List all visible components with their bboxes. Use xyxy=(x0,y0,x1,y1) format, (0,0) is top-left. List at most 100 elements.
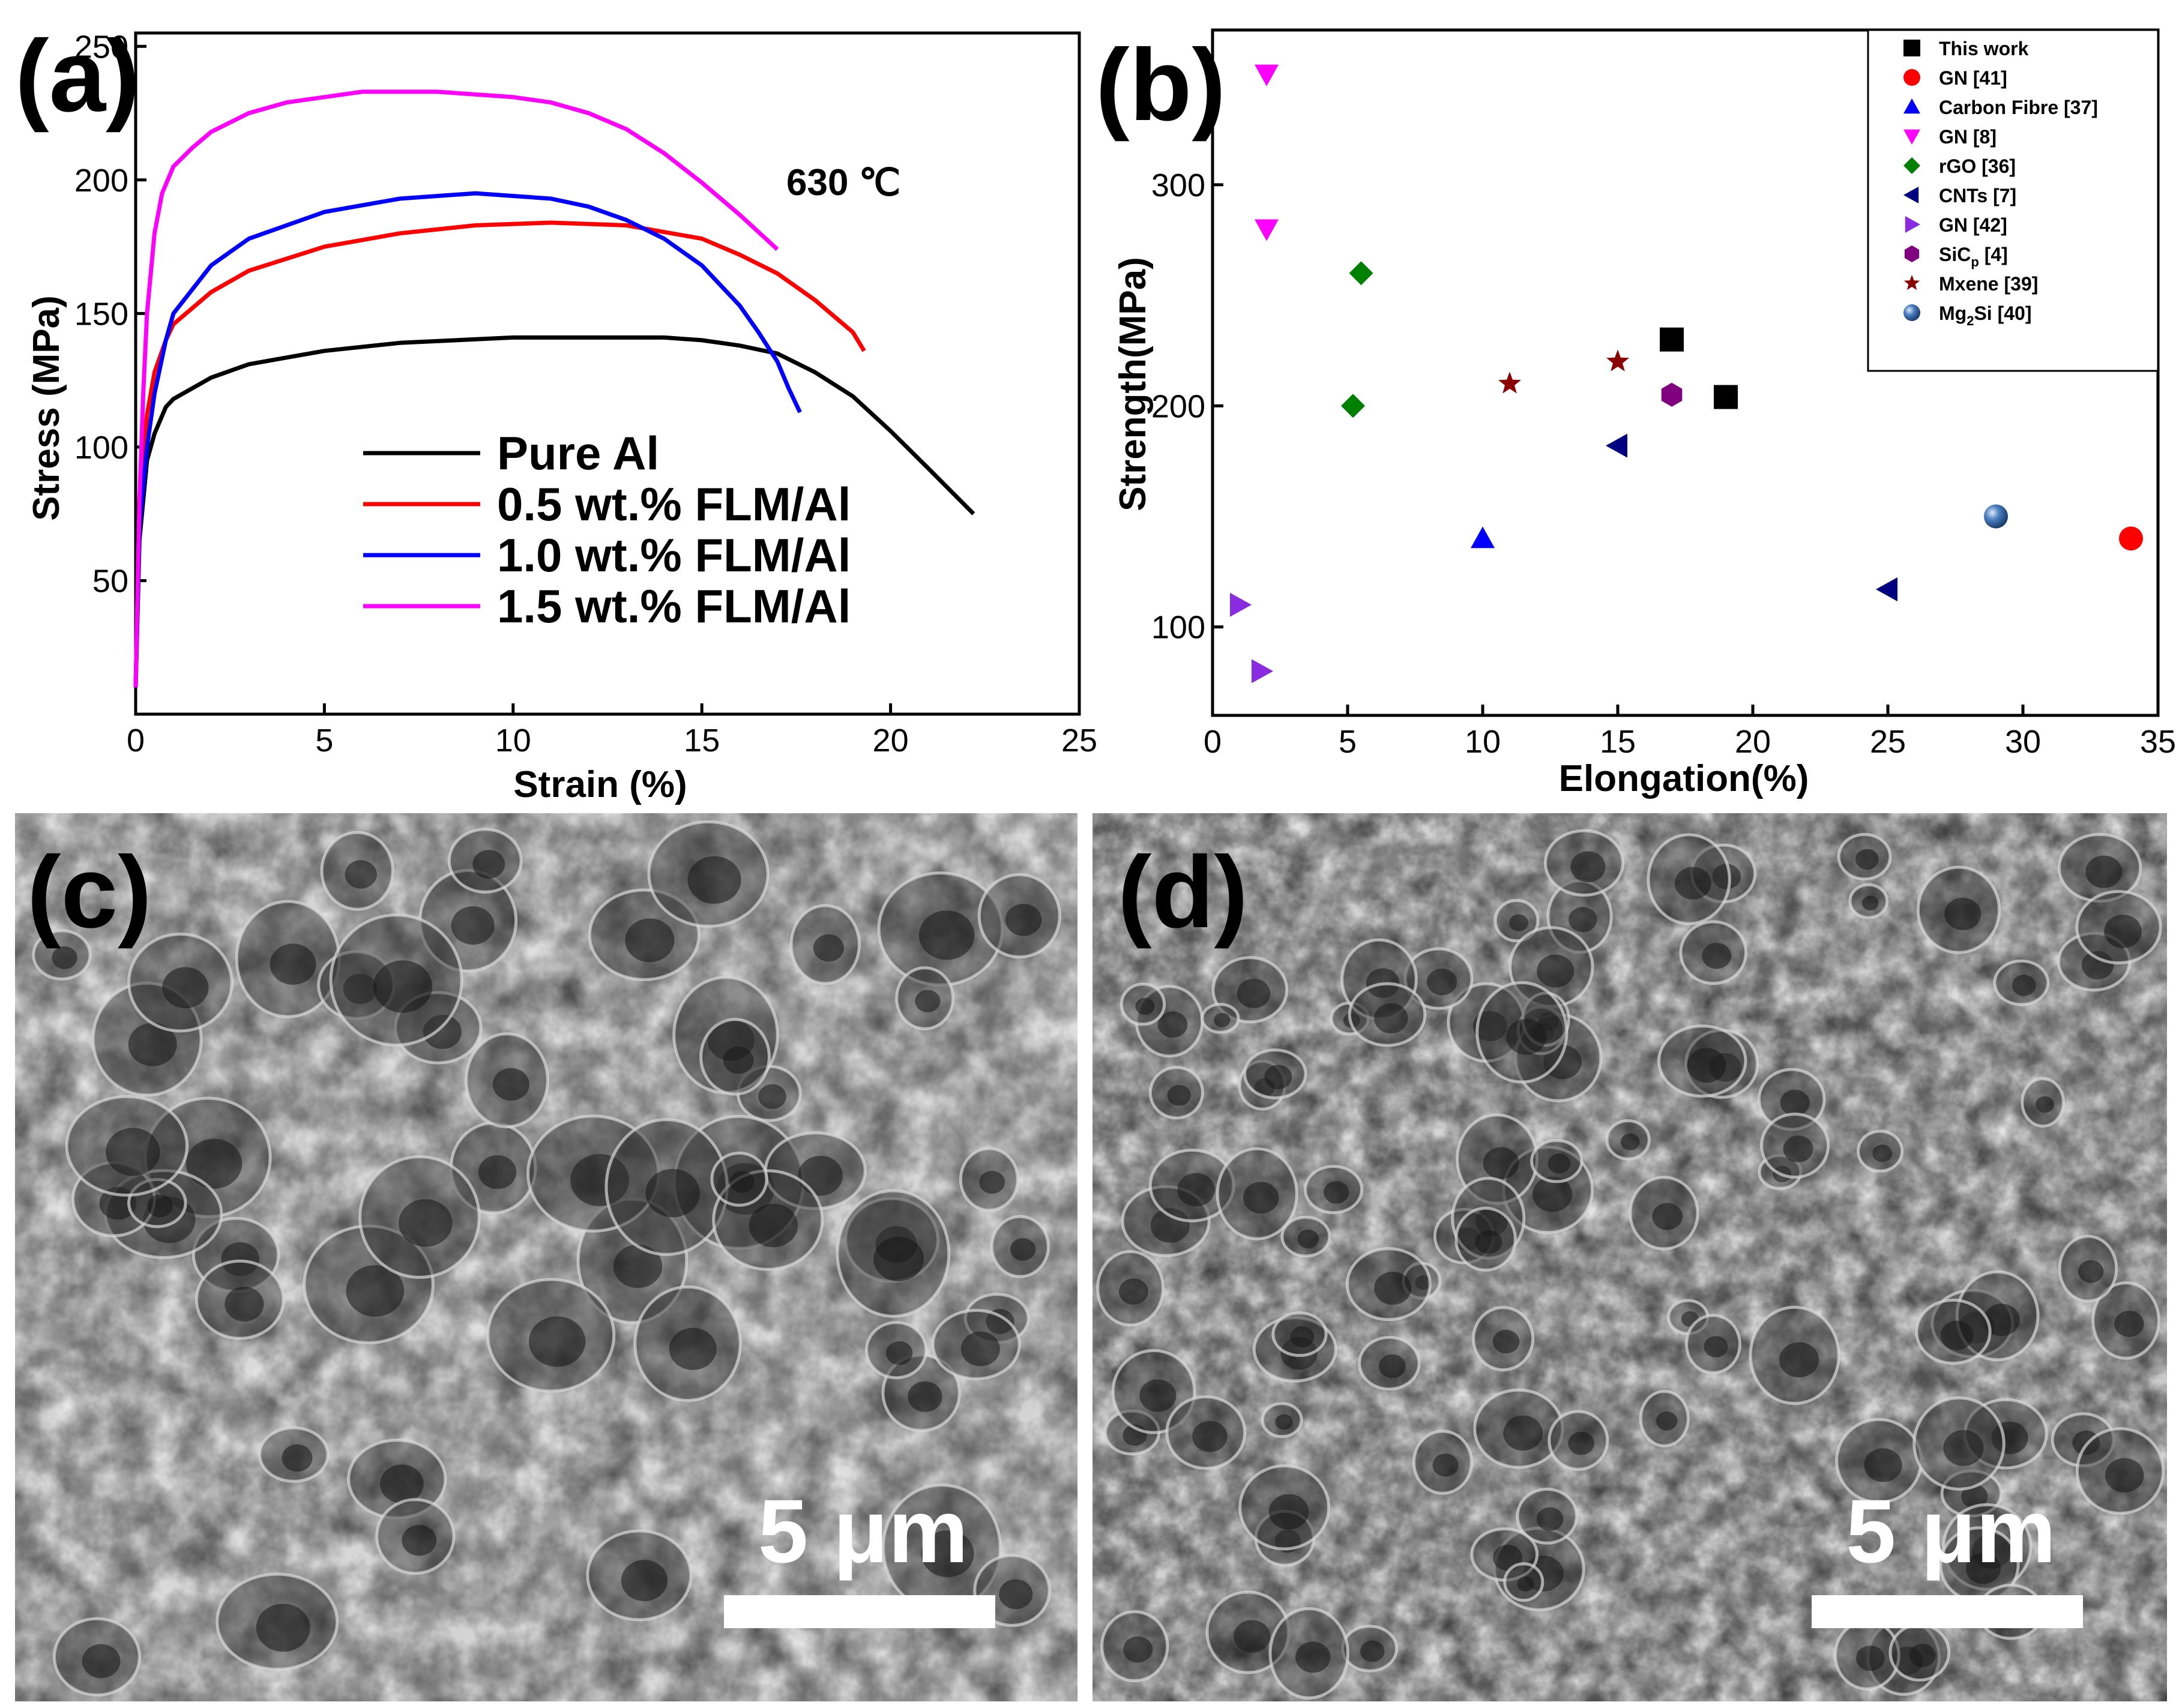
sem-dimple-core xyxy=(2085,855,2123,888)
sem-dimple-core xyxy=(798,1155,843,1196)
sem-dimple-core xyxy=(2081,951,2114,979)
legend-marker-b xyxy=(1904,245,1920,262)
sem-dimple-core xyxy=(162,967,209,1009)
x-tick-label-b: 20 xyxy=(1735,724,1771,760)
sem-dimple-core xyxy=(986,1309,1014,1334)
sem-dimple-core xyxy=(1506,1018,1547,1055)
legend-label-a: Pure Al xyxy=(497,427,659,480)
sem-dimple-core xyxy=(1780,1089,1810,1116)
scatter-points-b xyxy=(1230,64,2143,684)
plot-lines-a xyxy=(133,89,975,688)
sem-dimple-core xyxy=(1961,1484,1988,1509)
data-point-sphere xyxy=(1984,504,2008,529)
sem-dimple-core xyxy=(270,943,316,985)
legend-marker-b xyxy=(1905,216,1920,233)
data-point-diamond xyxy=(1349,261,1373,286)
sem-dimple-core xyxy=(1378,1354,1406,1379)
legend-label-b: rGO [36] xyxy=(1939,155,2016,177)
data-point-triangle-right xyxy=(1230,592,1252,617)
x-tick-label-b: 15 xyxy=(1600,724,1636,760)
sem-dimple-core xyxy=(1704,1336,1728,1358)
sem-dimple-core xyxy=(492,1068,529,1101)
sem-dimple-core xyxy=(1275,1414,1293,1430)
data-point-circle xyxy=(2119,526,2143,551)
x-tick-label-a: 0 xyxy=(127,723,145,759)
sem-dimple-core xyxy=(1543,1045,1582,1079)
legend-label-a: 1.5 wt.% FLM/Al xyxy=(497,580,851,633)
x-tick-label-b: 0 xyxy=(1204,724,1222,760)
sem-dimple-core xyxy=(1537,954,1575,988)
sem-dimple-core xyxy=(885,1341,913,1365)
sem-dimple-core xyxy=(1415,1275,1432,1290)
data-point-square xyxy=(1714,385,1738,409)
x-tick-label-b: 35 xyxy=(2140,724,2176,760)
sem-dimple-core xyxy=(918,910,975,960)
plot-frame-a xyxy=(134,31,1081,716)
legend-marker-b xyxy=(1903,275,1920,290)
sem-dimple-core xyxy=(1472,1011,1507,1042)
sem-dimple-core xyxy=(613,1244,663,1289)
sem-dimple-core xyxy=(1517,1576,1534,1592)
sem-dimple-core xyxy=(2105,1458,2144,1493)
sem-dimple-core xyxy=(1569,907,1597,933)
panel-d-label: (d) xyxy=(1118,835,1248,949)
series-line-0-5-wt-flm-al xyxy=(133,220,866,688)
legend-marker-b xyxy=(1903,157,1920,174)
sem-dimple-core xyxy=(1237,978,1270,1008)
sem-dimple-core xyxy=(225,1287,264,1322)
sem-dimple-core xyxy=(82,1644,121,1679)
sem-dimple-core xyxy=(1532,1176,1573,1212)
x-tick-label-a: 5 xyxy=(315,723,333,759)
sem-dimple-core xyxy=(1570,851,1606,883)
sem-dimple-core xyxy=(221,1242,259,1276)
axis-ticks-a: 0 5 10 15 20 25 50 100 150 200 250 xyxy=(74,29,1097,759)
temperature-annotation: 630 ℃ xyxy=(786,162,900,203)
sem-dimple-core xyxy=(1943,1430,1984,1466)
sem-dimple-core xyxy=(128,1023,177,1066)
x-tick-label-b: 10 xyxy=(1465,724,1501,760)
sem-dimple-core xyxy=(380,1464,424,1503)
sem-dimple-core xyxy=(813,934,844,962)
sem-dimple-core xyxy=(1712,864,1741,889)
legend-marker-b xyxy=(1903,187,1919,203)
sem-dimple-core xyxy=(402,1524,437,1556)
sem-dimple-core xyxy=(999,1579,1033,1610)
legend-a: Pure Al0.5 wt.% FLM/Al1.0 wt.% FLM/Al1.5… xyxy=(363,427,851,633)
sem-dimple-core xyxy=(1139,1379,1177,1412)
sem-dimple-core xyxy=(1548,1153,1571,1174)
data-point-triangle-up xyxy=(1471,526,1495,549)
sem-dimple-core xyxy=(1010,1238,1036,1261)
sem-dimple-core xyxy=(1123,1636,1153,1663)
sem-dimple-core xyxy=(1940,1320,1974,1350)
sem-dimple-core xyxy=(1537,1012,1559,1031)
sem-dimple-core xyxy=(645,1168,701,1218)
data-point-square xyxy=(1660,327,1684,352)
sem-dimple-core xyxy=(1620,1133,1640,1150)
sem-dimple-core xyxy=(1783,1135,1813,1162)
panel-a-stress-strain-chart: (a) 0 5 10 15 20 25 50 100 150 200 250 630 ℃ Strai… xyxy=(15,19,1097,805)
legend-marker-b xyxy=(1903,40,1920,56)
sem-dimple-core xyxy=(669,1328,717,1370)
sem-dimple-core xyxy=(1374,1003,1408,1033)
sem-dimple-core xyxy=(1779,1342,1819,1378)
sem-dimple-core xyxy=(1492,1329,1520,1354)
panel-c-sem-fractograph: (c) 5 μm xyxy=(15,813,1077,1701)
sem-dimple-core xyxy=(373,960,433,1013)
scale-bar-text-d: 5 μm xyxy=(1846,1481,2056,1581)
x-tick-label-b: 30 xyxy=(2005,724,2041,760)
plot-frame-b xyxy=(1211,28,2160,717)
sem-dimple-core xyxy=(1297,1229,1319,1249)
scale-bar-text-c: 5 μm xyxy=(758,1481,968,1581)
sem-dimple-core xyxy=(1243,1182,1279,1214)
legend-label-b: Carbon Fibre [37] xyxy=(1939,97,2098,118)
data-point-hexagon xyxy=(1661,382,1683,407)
x-axis-title-b: Elongation(%) xyxy=(1559,758,1809,799)
sem-dimple-core xyxy=(1475,1207,1508,1236)
x-tick-label-a: 15 xyxy=(684,723,720,759)
sem-dimple-core xyxy=(1427,968,1457,996)
legend-label-b: Mg2Si [40] xyxy=(1939,302,2031,328)
y-axis-title-a: Stress (MPa) xyxy=(26,295,67,521)
sem-dimple-core xyxy=(1909,1643,1936,1667)
sem-dimple-core xyxy=(915,990,941,1012)
